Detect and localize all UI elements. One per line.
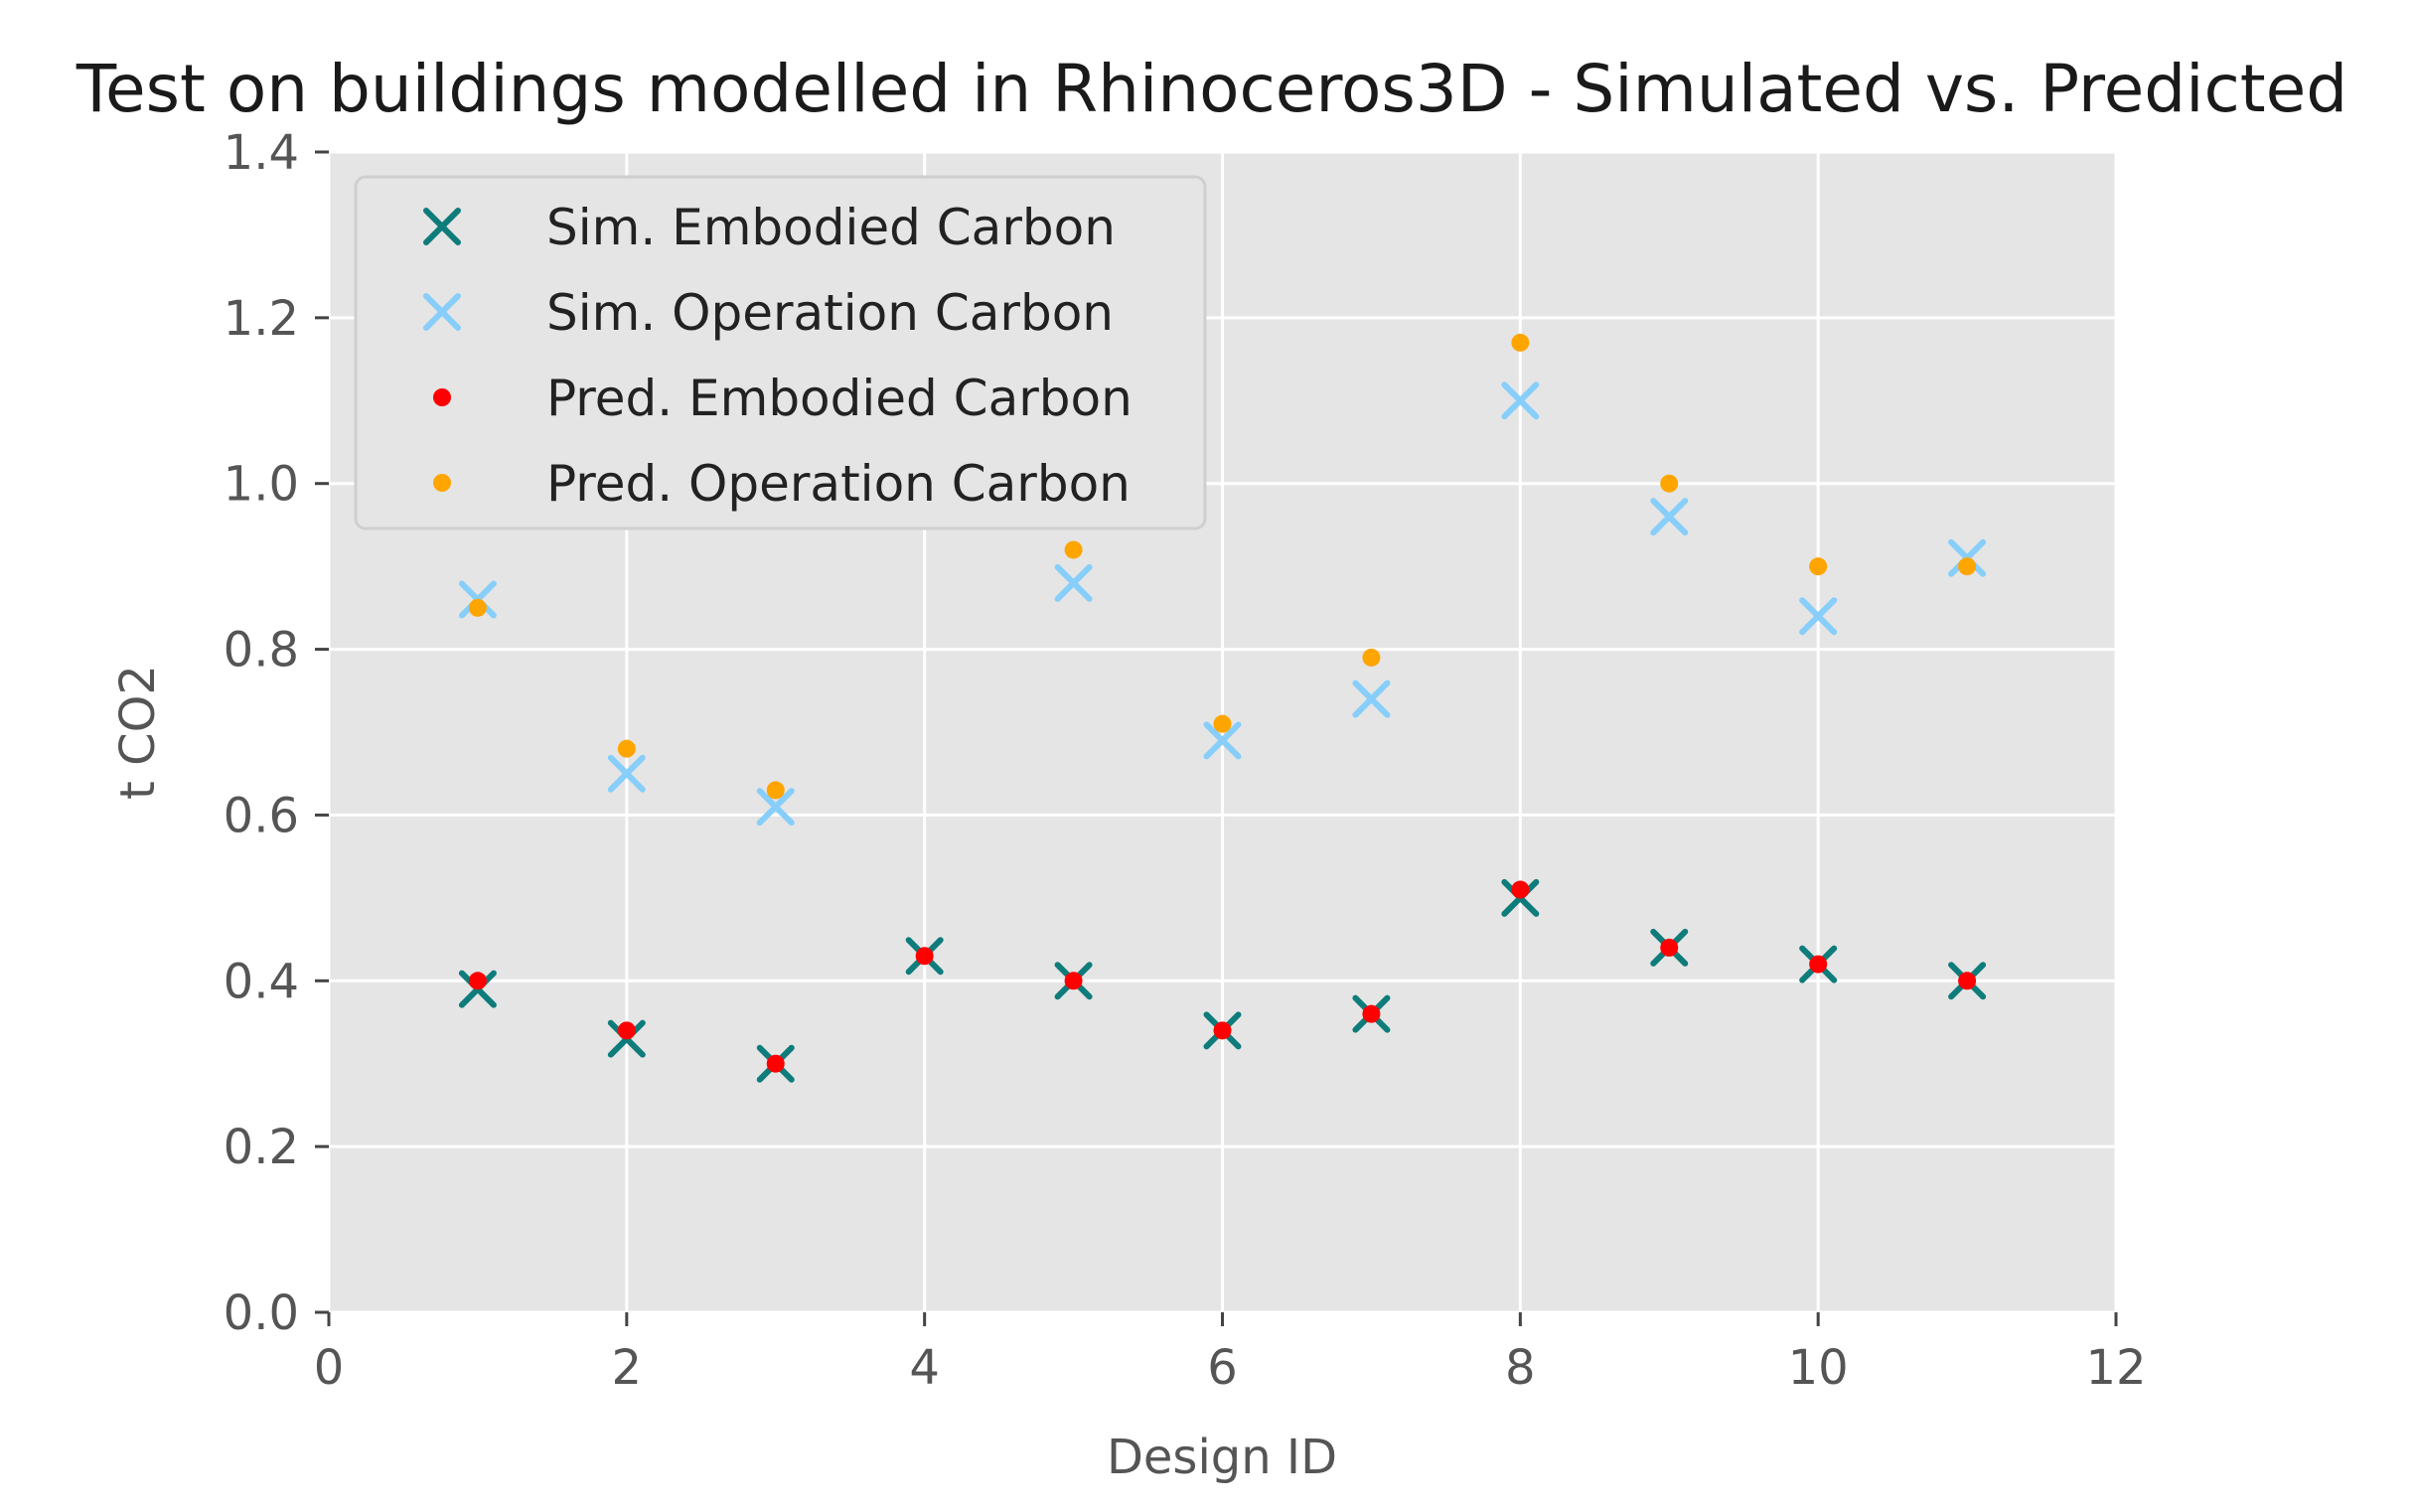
point-sim-operation-carbon bbox=[1352, 680, 1391, 718]
marker-stroke bbox=[1799, 597, 1838, 636]
x-tick-label: 6 bbox=[1207, 1340, 1238, 1396]
x-tick-label: 4 bbox=[909, 1340, 940, 1396]
y-tick-label: 0.2 bbox=[224, 1120, 299, 1175]
legend-marker-x bbox=[423, 208, 461, 245]
marker-stroke bbox=[1501, 381, 1540, 420]
marker-stroke bbox=[1203, 721, 1242, 760]
legend-label: Sim. Embodied Carbon bbox=[546, 199, 1116, 256]
point-pred-operation-carbon bbox=[1660, 474, 1679, 493]
y-tick-label: 0.0 bbox=[224, 1285, 299, 1341]
data-points bbox=[458, 333, 1987, 1083]
point-pred-embodied-carbon bbox=[1809, 955, 1828, 974]
legend-marker-dot bbox=[433, 388, 451, 406]
y-tick-label: 0.4 bbox=[224, 954, 299, 1009]
point-pred-operation-carbon bbox=[617, 739, 636, 758]
point-pred-embodied-carbon bbox=[617, 1021, 636, 1040]
y-tick-label: 0.8 bbox=[224, 623, 299, 679]
y-axis-label: t CO2 bbox=[110, 665, 166, 800]
x-tick-label: 10 bbox=[1788, 1340, 1849, 1396]
point-sim-operation-carbon bbox=[1501, 381, 1540, 420]
y-tick-label: 1.4 bbox=[224, 125, 299, 181]
point-sim-operation-carbon bbox=[1203, 721, 1242, 760]
marker-stroke bbox=[423, 293, 461, 331]
point-pred-embodied-carbon bbox=[1958, 972, 1977, 990]
point-pred-operation-carbon bbox=[1958, 557, 1977, 576]
point-pred-embodied-carbon bbox=[766, 1054, 785, 1073]
x-tick-label: 2 bbox=[612, 1340, 643, 1396]
marker-stroke bbox=[607, 754, 646, 793]
x-tick-label: 0 bbox=[314, 1340, 345, 1396]
legend-marker-dot bbox=[433, 474, 451, 492]
marker-stroke bbox=[756, 788, 795, 827]
point-pred-embodied-carbon bbox=[1660, 938, 1679, 957]
point-sim-operation-carbon bbox=[756, 788, 795, 827]
point-sim-operation-carbon bbox=[1650, 498, 1689, 536]
marker-stroke bbox=[1650, 498, 1689, 536]
y-tick-label: 1.2 bbox=[224, 291, 299, 347]
point-pred-embodied-carbon bbox=[915, 947, 934, 966]
point-pred-operation-carbon bbox=[468, 598, 487, 617]
legend-box bbox=[354, 175, 1207, 530]
legend-label: Pred. Embodied Carbon bbox=[546, 370, 1133, 427]
y-tick-label: 1.0 bbox=[224, 457, 299, 513]
point-sim-operation-carbon bbox=[607, 754, 646, 793]
x-axis-label: Design ID bbox=[1107, 1430, 1337, 1485]
point-pred-operation-carbon bbox=[766, 781, 785, 800]
point-sim-operation-carbon bbox=[1054, 563, 1093, 602]
x-tick-label: 12 bbox=[2085, 1340, 2146, 1396]
point-pred-embodied-carbon bbox=[1362, 1004, 1381, 1023]
legend-label: Pred. Operation Carbon bbox=[546, 455, 1131, 513]
point-sim-operation-carbon bbox=[1799, 597, 1838, 636]
chart-title: Test on buildings modelled in Rhinoceros… bbox=[76, 51, 2347, 127]
point-pred-embodied-carbon bbox=[1511, 880, 1530, 899]
x-tick-label: 8 bbox=[1505, 1340, 1536, 1396]
marker-stroke bbox=[1352, 680, 1391, 718]
legend-marker-x bbox=[423, 293, 461, 331]
marker-stroke bbox=[423, 208, 461, 245]
axes: 0 2 4 6 8 10 12 0.0 0.2 0.4 0.6 0.8 1.0 1.2 1.4 bbox=[224, 125, 2147, 1396]
point-pred-operation-carbon bbox=[1064, 540, 1083, 559]
point-pred-embodied-carbon bbox=[1064, 972, 1083, 990]
point-pred-embodied-carbon bbox=[1213, 1021, 1232, 1040]
marker-stroke bbox=[1054, 563, 1093, 602]
point-pred-operation-carbon bbox=[1213, 714, 1232, 733]
legend-label: Sim. Operation Carbon bbox=[546, 284, 1114, 342]
point-pred-embodied-carbon bbox=[468, 972, 487, 990]
point-pred-operation-carbon bbox=[1511, 333, 1530, 352]
y-tick-label: 0.6 bbox=[224, 788, 299, 843]
legend: Sim. Embodied Carbon Sim. Operation Carbo… bbox=[354, 175, 1207, 530]
point-pred-operation-carbon bbox=[1809, 557, 1828, 576]
point-pred-operation-carbon bbox=[1362, 648, 1381, 667]
